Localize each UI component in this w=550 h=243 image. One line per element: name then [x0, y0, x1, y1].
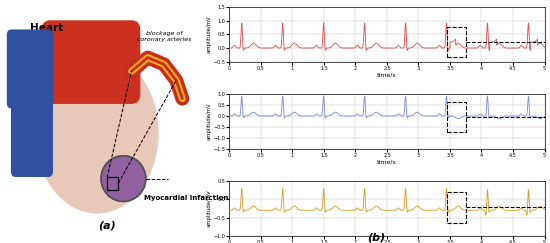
FancyBboxPatch shape	[8, 30, 52, 108]
X-axis label: time/s: time/s	[377, 72, 397, 77]
X-axis label: time/s: time/s	[377, 159, 397, 164]
Bar	[447, 102, 466, 132]
Text: (b): (b)	[367, 233, 386, 243]
FancyBboxPatch shape	[12, 94, 52, 176]
Y-axis label: amplitude/mV: amplitude/mV	[207, 103, 212, 140]
Ellipse shape	[36, 53, 158, 213]
Text: blockage of
coronary arteries: blockage of coronary arteries	[137, 31, 191, 42]
Ellipse shape	[101, 156, 146, 201]
Text: Heart: Heart	[30, 23, 63, 33]
Text: Myocardial Infarction: Myocardial Infarction	[144, 195, 228, 200]
FancyBboxPatch shape	[42, 21, 140, 103]
Bar	[447, 27, 466, 57]
Y-axis label: amplitude/mV: amplitude/mV	[207, 190, 212, 227]
Bar	[107, 177, 118, 190]
Y-axis label: amplitude/mV: amplitude/mV	[207, 16, 212, 53]
Text: (a): (a)	[98, 221, 116, 231]
Bar	[447, 192, 466, 223]
